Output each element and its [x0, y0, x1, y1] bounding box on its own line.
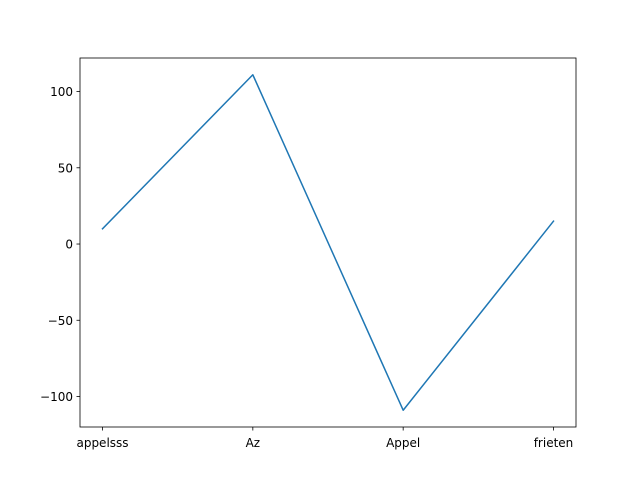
x-tick-label: frieten: [534, 436, 574, 450]
x-tick-label: Az: [246, 436, 261, 450]
y-tick-label: 0: [65, 238, 73, 252]
x-axis: appelsss Az Appel frieten: [76, 427, 573, 450]
series-line-0: [101, 74, 555, 411]
series-layer: [101, 74, 555, 411]
y-tick-label: −100: [40, 390, 73, 404]
y-axis: −100 −50 0 50 100: [40, 85, 80, 404]
y-tick-label: 100: [50, 85, 73, 99]
plot-frame: [79, 57, 577, 428]
x-tick-label: appelsss: [76, 436, 128, 450]
y-tick-label: −50: [48, 314, 73, 328]
y-tick-label: 50: [58, 161, 73, 175]
x-tick-label: Appel: [386, 436, 420, 450]
